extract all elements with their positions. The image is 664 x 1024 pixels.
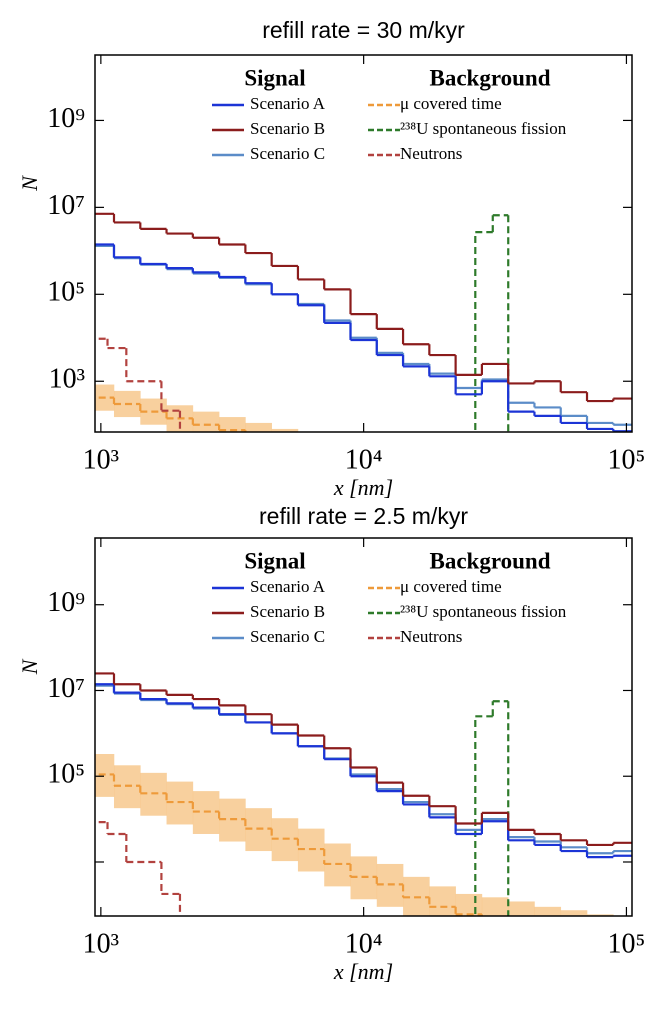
- uncertainty-band: [271, 428, 299, 432]
- plot-area: [95, 672, 632, 916]
- uncertainty-band: [534, 906, 562, 916]
- y-axis-label: N: [17, 658, 42, 675]
- uncertainty-band: [560, 910, 588, 916]
- x-axis-label: x [nm]: [333, 475, 393, 500]
- uncertainty-band: [587, 914, 614, 916]
- uncertainty-band: [245, 422, 272, 432]
- uncertainty-band: [587, 490, 614, 516]
- legend-label: ²³⁸U spontaneous fission: [400, 602, 567, 621]
- legend-label: Scenario C: [250, 627, 325, 646]
- chart-title: refill rate = 2.5 m/kyr: [259, 503, 468, 529]
- y-tick-label: 10³: [49, 364, 85, 395]
- y-tick-label: 10⁹: [47, 103, 85, 134]
- x-tick-label: 10³: [83, 444, 119, 475]
- chart-title: refill rate = 30 m/kyr: [262, 17, 465, 43]
- x-axis-label: x [nm]: [333, 959, 393, 984]
- y-axis-label: N: [17, 175, 42, 192]
- panel: refill rate = 30 m/kyr 10³ 10⁴ 10⁵ 10³ 10⁵ 10⁷…: [17, 17, 646, 520]
- x-tick-label: 10⁵: [608, 928, 646, 959]
- uncertainty-band: [429, 886, 456, 916]
- legend-label: Scenario B: [250, 602, 325, 621]
- y-tick-label: 10⁵: [47, 277, 85, 308]
- uncertainty-band: [403, 457, 430, 483]
- uncertainty-band: [534, 481, 561, 508]
- y-tick-label: 10⁷: [47, 190, 85, 221]
- uncertainty-band: [508, 478, 535, 504]
- y-tick-label: 10⁷: [47, 673, 85, 704]
- uncertainty-band: [298, 434, 325, 460]
- uncertainty-band: [613, 494, 640, 520]
- legend-label: Neutrons: [400, 627, 462, 646]
- legend-label: Scenario A: [250, 577, 326, 596]
- x-tick-label: 10⁴: [345, 444, 383, 475]
- uncertainty-band: [219, 417, 246, 432]
- plot-frame: [94, 54, 633, 433]
- x-tick-label: 10⁴: [345, 928, 383, 959]
- legend-title: Signal: [244, 548, 305, 573]
- legend-title: Background: [429, 548, 550, 573]
- legend-title: Background: [429, 65, 550, 90]
- uncertainty-band: [508, 901, 535, 916]
- legend-label: μ covered time: [400, 577, 502, 596]
- legend-label: μ covered time: [400, 94, 502, 113]
- uncertainty-band: [561, 485, 588, 511]
- uncertainty-band: [481, 897, 509, 916]
- y-tick-label: 10⁹: [47, 587, 85, 618]
- legend-label: Scenario A: [250, 94, 326, 113]
- uncertainty-band: [192, 411, 220, 432]
- legend-label: Neutrons: [400, 144, 462, 163]
- x-tick-label: 10³: [83, 928, 119, 959]
- uncertainty-band: [456, 468, 483, 494]
- legend-label: ²³⁸U spontaneous fission: [400, 119, 567, 138]
- y-tick-label: 10⁵: [47, 759, 85, 790]
- legend-title: Signal: [244, 65, 305, 90]
- plot-area: [95, 212, 640, 520]
- legend-label: Scenario B: [250, 119, 325, 138]
- legend-label: Scenario C: [250, 144, 325, 163]
- x-tick-label: 10⁵: [608, 444, 646, 475]
- panel: refill rate = 2.5 m/kyr 10³ 10⁴ 10⁵ 10⁵ 10⁷ 10…: [17, 503, 645, 984]
- uncertainty-band: [429, 462, 456, 488]
- uncertainty-band: [482, 472, 509, 498]
